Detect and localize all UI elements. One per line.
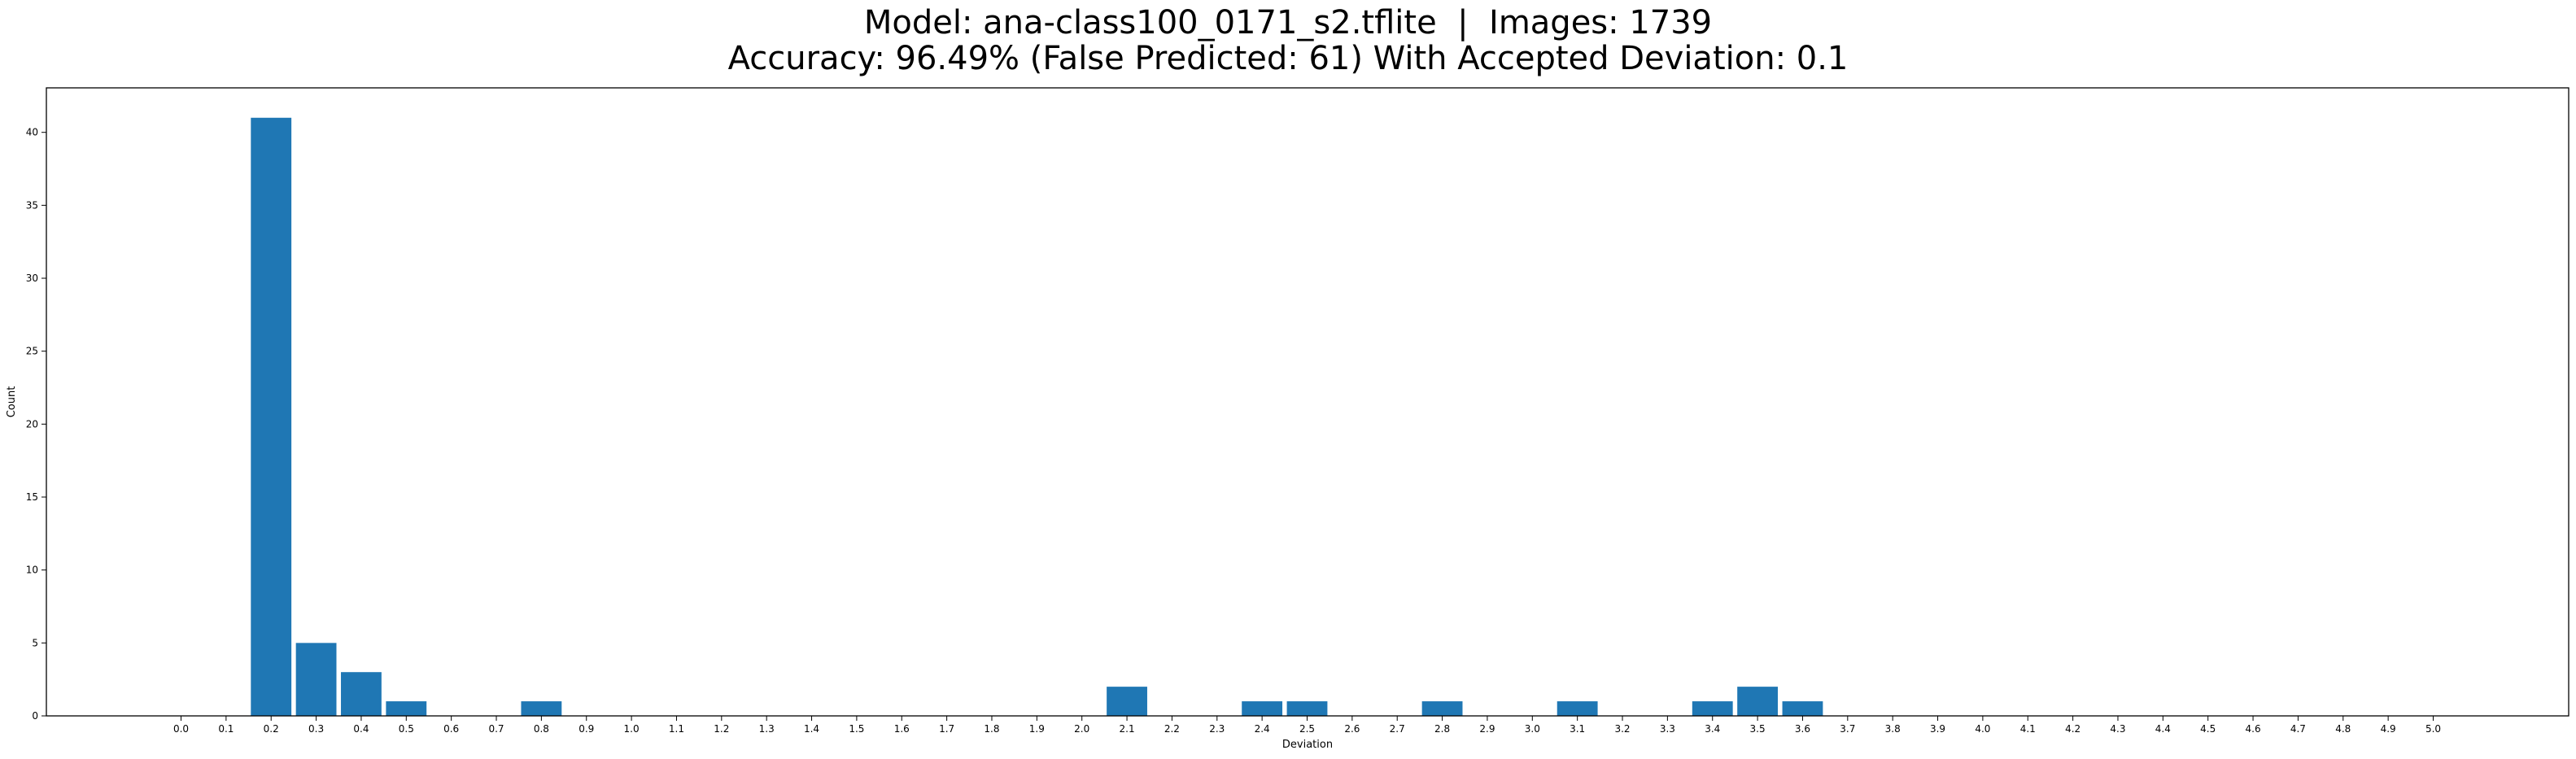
y-tick-label: 10 <box>26 565 38 576</box>
x-tick-label: 3.1 <box>1570 723 1585 735</box>
x-tick-label: 3.5 <box>1750 723 1766 735</box>
y-tick-label: 40 <box>26 127 38 138</box>
x-tick-label: 0.1 <box>218 723 234 735</box>
y-tick-label: 5 <box>32 637 38 648</box>
x-tick-label: 3.9 <box>1930 723 1945 735</box>
bar-0.5 <box>386 701 427 716</box>
y-tick-label: 15 <box>26 491 38 503</box>
x-tick-label: 1.8 <box>984 723 999 735</box>
bar-2.1 <box>1107 687 1147 716</box>
plot-frame <box>46 87 2569 717</box>
y-tick-label: 20 <box>26 418 38 430</box>
x-tick-label: 3.3 <box>1660 723 1675 735</box>
x-tick-label: 5.0 <box>2425 723 2441 735</box>
x-tick-label: 1.9 <box>1029 723 1045 735</box>
x-tick-label: 2.4 <box>1255 723 1270 735</box>
chart-title-line-1: Model: ana-class100_0171_s2.tflite | Ima… <box>863 4 1713 41</box>
bar-2.8 <box>1421 701 1463 716</box>
y-tick-label: 30 <box>26 273 38 284</box>
bar-0.4 <box>341 672 382 716</box>
bar-0.8 <box>521 701 562 716</box>
x-tick-label: 1.5 <box>849 723 864 735</box>
x-tick-label: 1.6 <box>894 723 910 735</box>
chart-title-line-2: Accuracy: 96.49% (False Predicted: 61) W… <box>727 40 1849 77</box>
bar-3.5 <box>1737 687 1779 716</box>
bar-3.4 <box>1692 701 1733 716</box>
x-tick-label: 3.8 <box>1885 723 1901 735</box>
y-axis-label: Count <box>6 386 18 418</box>
x-tick-label: 2.0 <box>1074 723 1089 735</box>
x-tick-label: 1.1 <box>669 723 684 735</box>
x-tick-label: 2.6 <box>1344 723 1360 735</box>
y-tick-label: 35 <box>26 199 38 211</box>
x-tick-label: 4.0 <box>1975 723 1990 735</box>
x-tick-label: 1.0 <box>624 723 640 735</box>
x-tick-label: 0.3 <box>308 723 324 735</box>
y-tick-label: 0 <box>32 710 38 722</box>
x-tick-label: 1.2 <box>714 723 729 735</box>
x-tick-label: 4.7 <box>2290 723 2306 735</box>
x-tick-label: 4.2 <box>2065 723 2080 735</box>
x-tick-label: 2.7 <box>1390 723 1405 735</box>
x-tick-label: 1.4 <box>804 723 819 735</box>
x-tick-label: 3.7 <box>1840 723 1855 735</box>
x-ticks-group: 0.0 0.1 0.2 0.3 0.4 0.5 0.6 0.7 0.8 0.9 1.0 1.1 1.2 1… <box>173 716 2441 735</box>
x-tick-label: 0.7 <box>488 723 504 735</box>
bar-3.1 <box>1557 701 1598 716</box>
x-tick-label: 0.4 <box>353 723 369 735</box>
x-tick-label: 3.4 <box>1705 723 1720 735</box>
x-tick-label: 2.3 <box>1209 723 1225 735</box>
x-tick-label: 0.2 <box>264 723 279 735</box>
x-axis-label: Deviation <box>1282 739 1333 751</box>
x-tick-label: 2.5 <box>1299 723 1315 735</box>
x-tick-label: 2.9 <box>1479 723 1495 735</box>
x-tick-label: 3.0 <box>1525 723 1540 735</box>
bar-3.6 <box>1782 701 1823 716</box>
bar-2.5 <box>1286 701 1328 716</box>
x-tick-label: 0.8 <box>534 723 549 735</box>
y-ticks-group: 0 5 10 15 20 25 30 35 40 <box>26 127 46 722</box>
x-tick-label: 2.8 <box>1434 723 1450 735</box>
bar-2.4 <box>1242 701 1283 716</box>
x-tick-label: 2.2 <box>1164 723 1180 735</box>
x-tick-label: 4.5 <box>2200 723 2216 735</box>
x-tick-label: 4.1 <box>2020 723 2036 735</box>
x-tick-label: 4.6 <box>2246 723 2261 735</box>
x-tick-label: 0.5 <box>399 723 414 735</box>
x-tick-label: 1.3 <box>759 723 775 735</box>
bar-0.3 <box>295 643 337 716</box>
x-tick-label: 4.9 <box>2381 723 2396 735</box>
x-tick-label: 0.0 <box>173 723 189 735</box>
x-tick-label: 0.9 <box>579 723 594 735</box>
x-tick-label: 4.4 <box>2155 723 2171 735</box>
bar-0.2 <box>251 117 292 716</box>
y-tick-label: 25 <box>26 346 38 357</box>
x-tick-label: 3.2 <box>1614 723 1630 735</box>
x-tick-label: 2.1 <box>1120 723 1135 735</box>
x-tick-label: 4.8 <box>2335 723 2351 735</box>
x-tick-label: 1.7 <box>939 723 954 735</box>
x-tick-label: 4.3 <box>2110 723 2125 735</box>
x-tick-label: 3.6 <box>1795 723 1810 735</box>
bars-group <box>251 117 1823 716</box>
x-tick-label: 0.6 <box>443 723 459 735</box>
